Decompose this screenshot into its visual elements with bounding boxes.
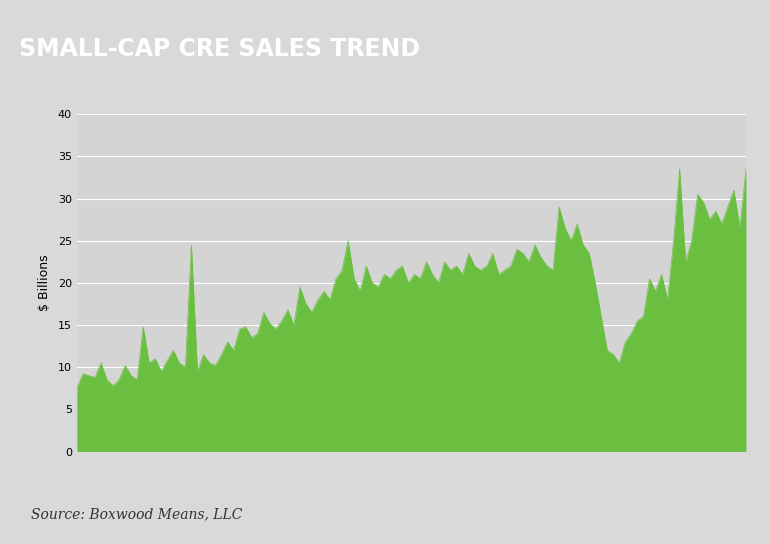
Y-axis label: $ Billions: $ Billions <box>38 255 51 311</box>
Text: SMALL-CAP CRE SALES TREND: SMALL-CAP CRE SALES TREND <box>19 37 420 61</box>
Text: Source: Boxwood Means, LLC: Source: Boxwood Means, LLC <box>31 507 242 521</box>
